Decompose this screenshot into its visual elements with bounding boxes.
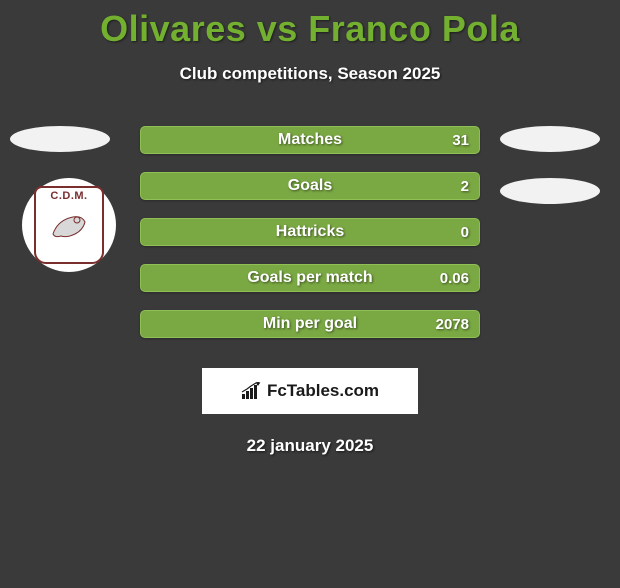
chart-icon — [241, 382, 263, 400]
stat-label: Goals — [288, 177, 332, 195]
stat-label: Hattricks — [276, 223, 344, 241]
right-placeholder-oval-2 — [500, 178, 600, 204]
stats-container: Matches 31 Goals 2 Hattricks 0 Goals per… — [140, 126, 480, 338]
left-placeholder-oval — [10, 126, 110, 152]
right-placeholder-oval-1 — [500, 126, 600, 152]
stat-bar-matches: Matches 31 — [140, 126, 480, 154]
team-badge-emblem — [47, 204, 91, 248]
stat-bar-hattricks: Hattricks 0 — [140, 218, 480, 246]
content-area: C.D.M. Matches 31 Goals 2 Hattricks 0 Go… — [0, 126, 620, 456]
stat-label: Matches — [278, 131, 342, 149]
stat-value: 2 — [461, 178, 469, 195]
team-badge-text: C.D.M. — [50, 190, 87, 202]
branding-label: FcTables.com — [241, 381, 379, 401]
stat-value: 31 — [452, 132, 469, 149]
team-badge-shield: C.D.M. — [34, 186, 104, 264]
stat-label: Min per goal — [263, 315, 357, 333]
stat-bar-goals: Goals 2 — [140, 172, 480, 200]
branding-text: FcTables.com — [267, 381, 379, 401]
stat-value: 0 — [461, 224, 469, 241]
branding-box[interactable]: FcTables.com — [202, 368, 418, 414]
stat-value: 0.06 — [440, 270, 469, 287]
page-title: Olivares vs Franco Pola — [0, 8, 620, 50]
subtitle: Club competitions, Season 2025 — [0, 64, 620, 84]
stat-bar-goals-per-match: Goals per match 0.06 — [140, 264, 480, 292]
stat-value: 2078 — [436, 316, 469, 333]
stat-bar-min-per-goal: Min per goal 2078 — [140, 310, 480, 338]
team-badge: C.D.M. — [22, 178, 116, 272]
stat-label: Goals per match — [247, 269, 372, 287]
date-text: 22 january 2025 — [0, 436, 620, 456]
